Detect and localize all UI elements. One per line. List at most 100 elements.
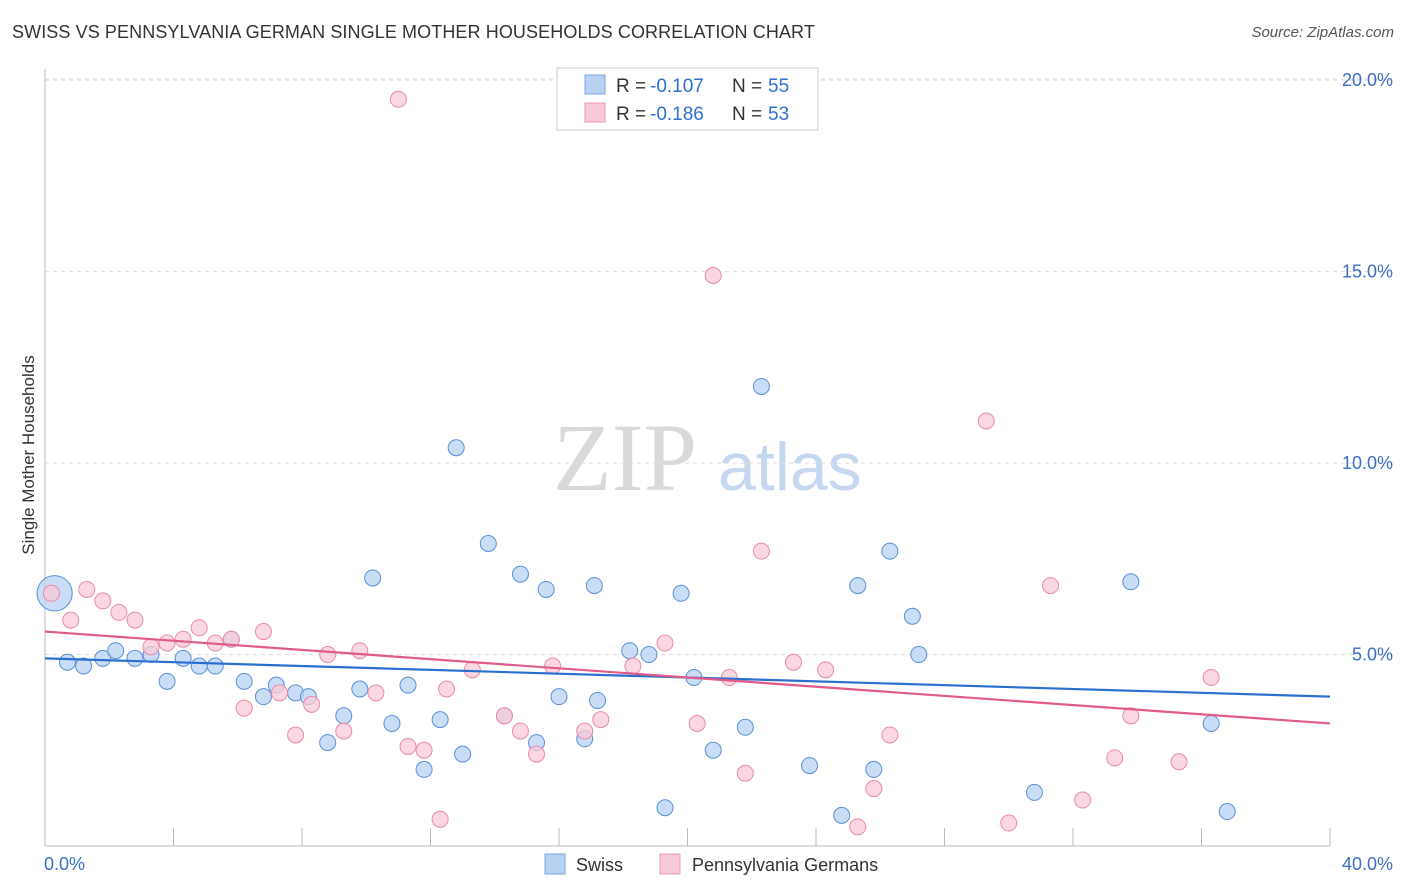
pa-german-point xyxy=(1043,578,1059,594)
pa-german-point xyxy=(529,746,545,762)
swiss-point xyxy=(320,735,336,751)
bottom-legend-swatch-swiss xyxy=(545,854,565,874)
pa-german-point xyxy=(272,685,288,701)
swiss-point xyxy=(802,758,818,774)
pa-german-point xyxy=(400,738,416,754)
pa-german-point xyxy=(882,727,898,743)
pa-german-point xyxy=(1203,670,1219,686)
swiss-point xyxy=(365,570,381,586)
pa-german-point xyxy=(175,631,191,647)
bottom-legend-label-swiss: Swiss xyxy=(576,855,623,875)
y-tick-label: 10.0% xyxy=(1342,453,1393,473)
pa-german-point xyxy=(191,620,207,636)
y-axis-title: Single Mother Households xyxy=(19,355,38,554)
legend-n-value-swiss: 55 xyxy=(768,76,789,97)
pa-german-point xyxy=(866,781,882,797)
swiss-point xyxy=(175,650,191,666)
pa-german-point xyxy=(545,658,561,674)
swiss-point xyxy=(705,742,721,758)
swiss-point xyxy=(384,715,400,731)
pa-german-point xyxy=(689,715,705,731)
pa-german-point xyxy=(850,819,866,835)
legend-r-label-pa-german: R = xyxy=(616,104,646,125)
swiss-point xyxy=(480,535,496,551)
pa-german-point xyxy=(143,639,159,655)
swiss-point xyxy=(455,746,471,762)
pa-german-point xyxy=(288,727,304,743)
pa-german-point xyxy=(79,581,95,597)
pa-german-point xyxy=(577,723,593,739)
swiss-point xyxy=(850,578,866,594)
gridlines xyxy=(45,79,1392,655)
swiss-point xyxy=(834,807,850,823)
correlation-legend: R = -0.107 N = 55 R = -0.186 N = 53 xyxy=(557,68,818,130)
swiss-point xyxy=(416,761,432,777)
swiss-point xyxy=(236,673,252,689)
bottom-legend-label-pa-german: Pennsylvania Germans xyxy=(692,855,878,875)
pa-german-point xyxy=(255,624,271,640)
swiss-point xyxy=(255,689,271,705)
swiss-point xyxy=(400,677,416,693)
pa-german-point xyxy=(1075,792,1091,808)
swiss-point xyxy=(641,647,657,663)
pa-german-point xyxy=(352,643,368,659)
watermark-atlas: atlas xyxy=(718,429,862,505)
pa-german-point xyxy=(753,543,769,559)
pa-german-point xyxy=(593,712,609,728)
swiss-point xyxy=(59,654,75,670)
swiss-point xyxy=(108,643,124,659)
legend-swatch-swiss xyxy=(585,75,605,94)
pa-german-point xyxy=(1171,754,1187,770)
series-legend: Swiss Pennsylvania Germans xyxy=(545,854,878,875)
swiss-point xyxy=(737,719,753,735)
swiss-point xyxy=(1026,784,1042,800)
swiss-point xyxy=(1203,715,1219,731)
swiss-point xyxy=(352,681,368,697)
swiss-point xyxy=(1123,574,1139,590)
x-ticks xyxy=(45,828,1330,846)
watermark-zip: ZIP xyxy=(553,404,697,511)
swiss-point xyxy=(866,761,882,777)
swiss-point xyxy=(207,658,223,674)
legend-r-value-swiss: -0.107 xyxy=(650,76,704,97)
y-tick-label: 15.0% xyxy=(1342,262,1393,282)
pa-german-point xyxy=(336,723,352,739)
pa-german-point xyxy=(390,91,406,107)
swiss-point xyxy=(586,578,602,594)
swiss-point xyxy=(911,647,927,663)
swiss-point xyxy=(432,712,448,728)
pa-german-point xyxy=(111,604,127,620)
swiss-point xyxy=(551,689,567,705)
legend-n-value-pa-german: 53 xyxy=(768,104,789,125)
pa-german-point xyxy=(786,654,802,670)
pa-german-point xyxy=(63,612,79,628)
pa-german-point xyxy=(818,662,834,678)
legend-n-label-swiss: N = xyxy=(732,76,762,97)
pa-german-point xyxy=(43,585,59,601)
pa-german-point xyxy=(368,685,384,701)
pa-german-point xyxy=(657,635,673,651)
x-tick-label-max: 40.0% xyxy=(1342,854,1393,874)
swiss-point xyxy=(512,566,528,582)
pa-german-point xyxy=(127,612,143,628)
swiss-point xyxy=(336,708,352,724)
swiss-point xyxy=(657,800,673,816)
chart-area: ZIP atlas 5.0%10.0%15.0%20.0% 0.0% 40.0%… xyxy=(0,0,1406,892)
y-tick-labels: 5.0% 10.0% 15.0% 20.0% xyxy=(1342,70,1393,664)
pa-german-point xyxy=(978,413,994,429)
pa-german-point xyxy=(432,811,448,827)
swiss-point xyxy=(159,673,175,689)
pa-german-point xyxy=(1001,815,1017,831)
pa-german-point xyxy=(1107,750,1123,766)
x-tick-label-min: 0.0% xyxy=(44,854,85,874)
pa-german-point xyxy=(416,742,432,758)
swiss-point xyxy=(191,658,207,674)
pa-german-point xyxy=(705,267,721,283)
swiss-point xyxy=(538,581,554,597)
pa-german-point xyxy=(304,696,320,712)
swiss-point xyxy=(590,692,606,708)
pa-german-point xyxy=(320,647,336,663)
pa-german-point xyxy=(737,765,753,781)
pa-german-point xyxy=(236,700,252,716)
pa-german-point xyxy=(496,708,512,724)
